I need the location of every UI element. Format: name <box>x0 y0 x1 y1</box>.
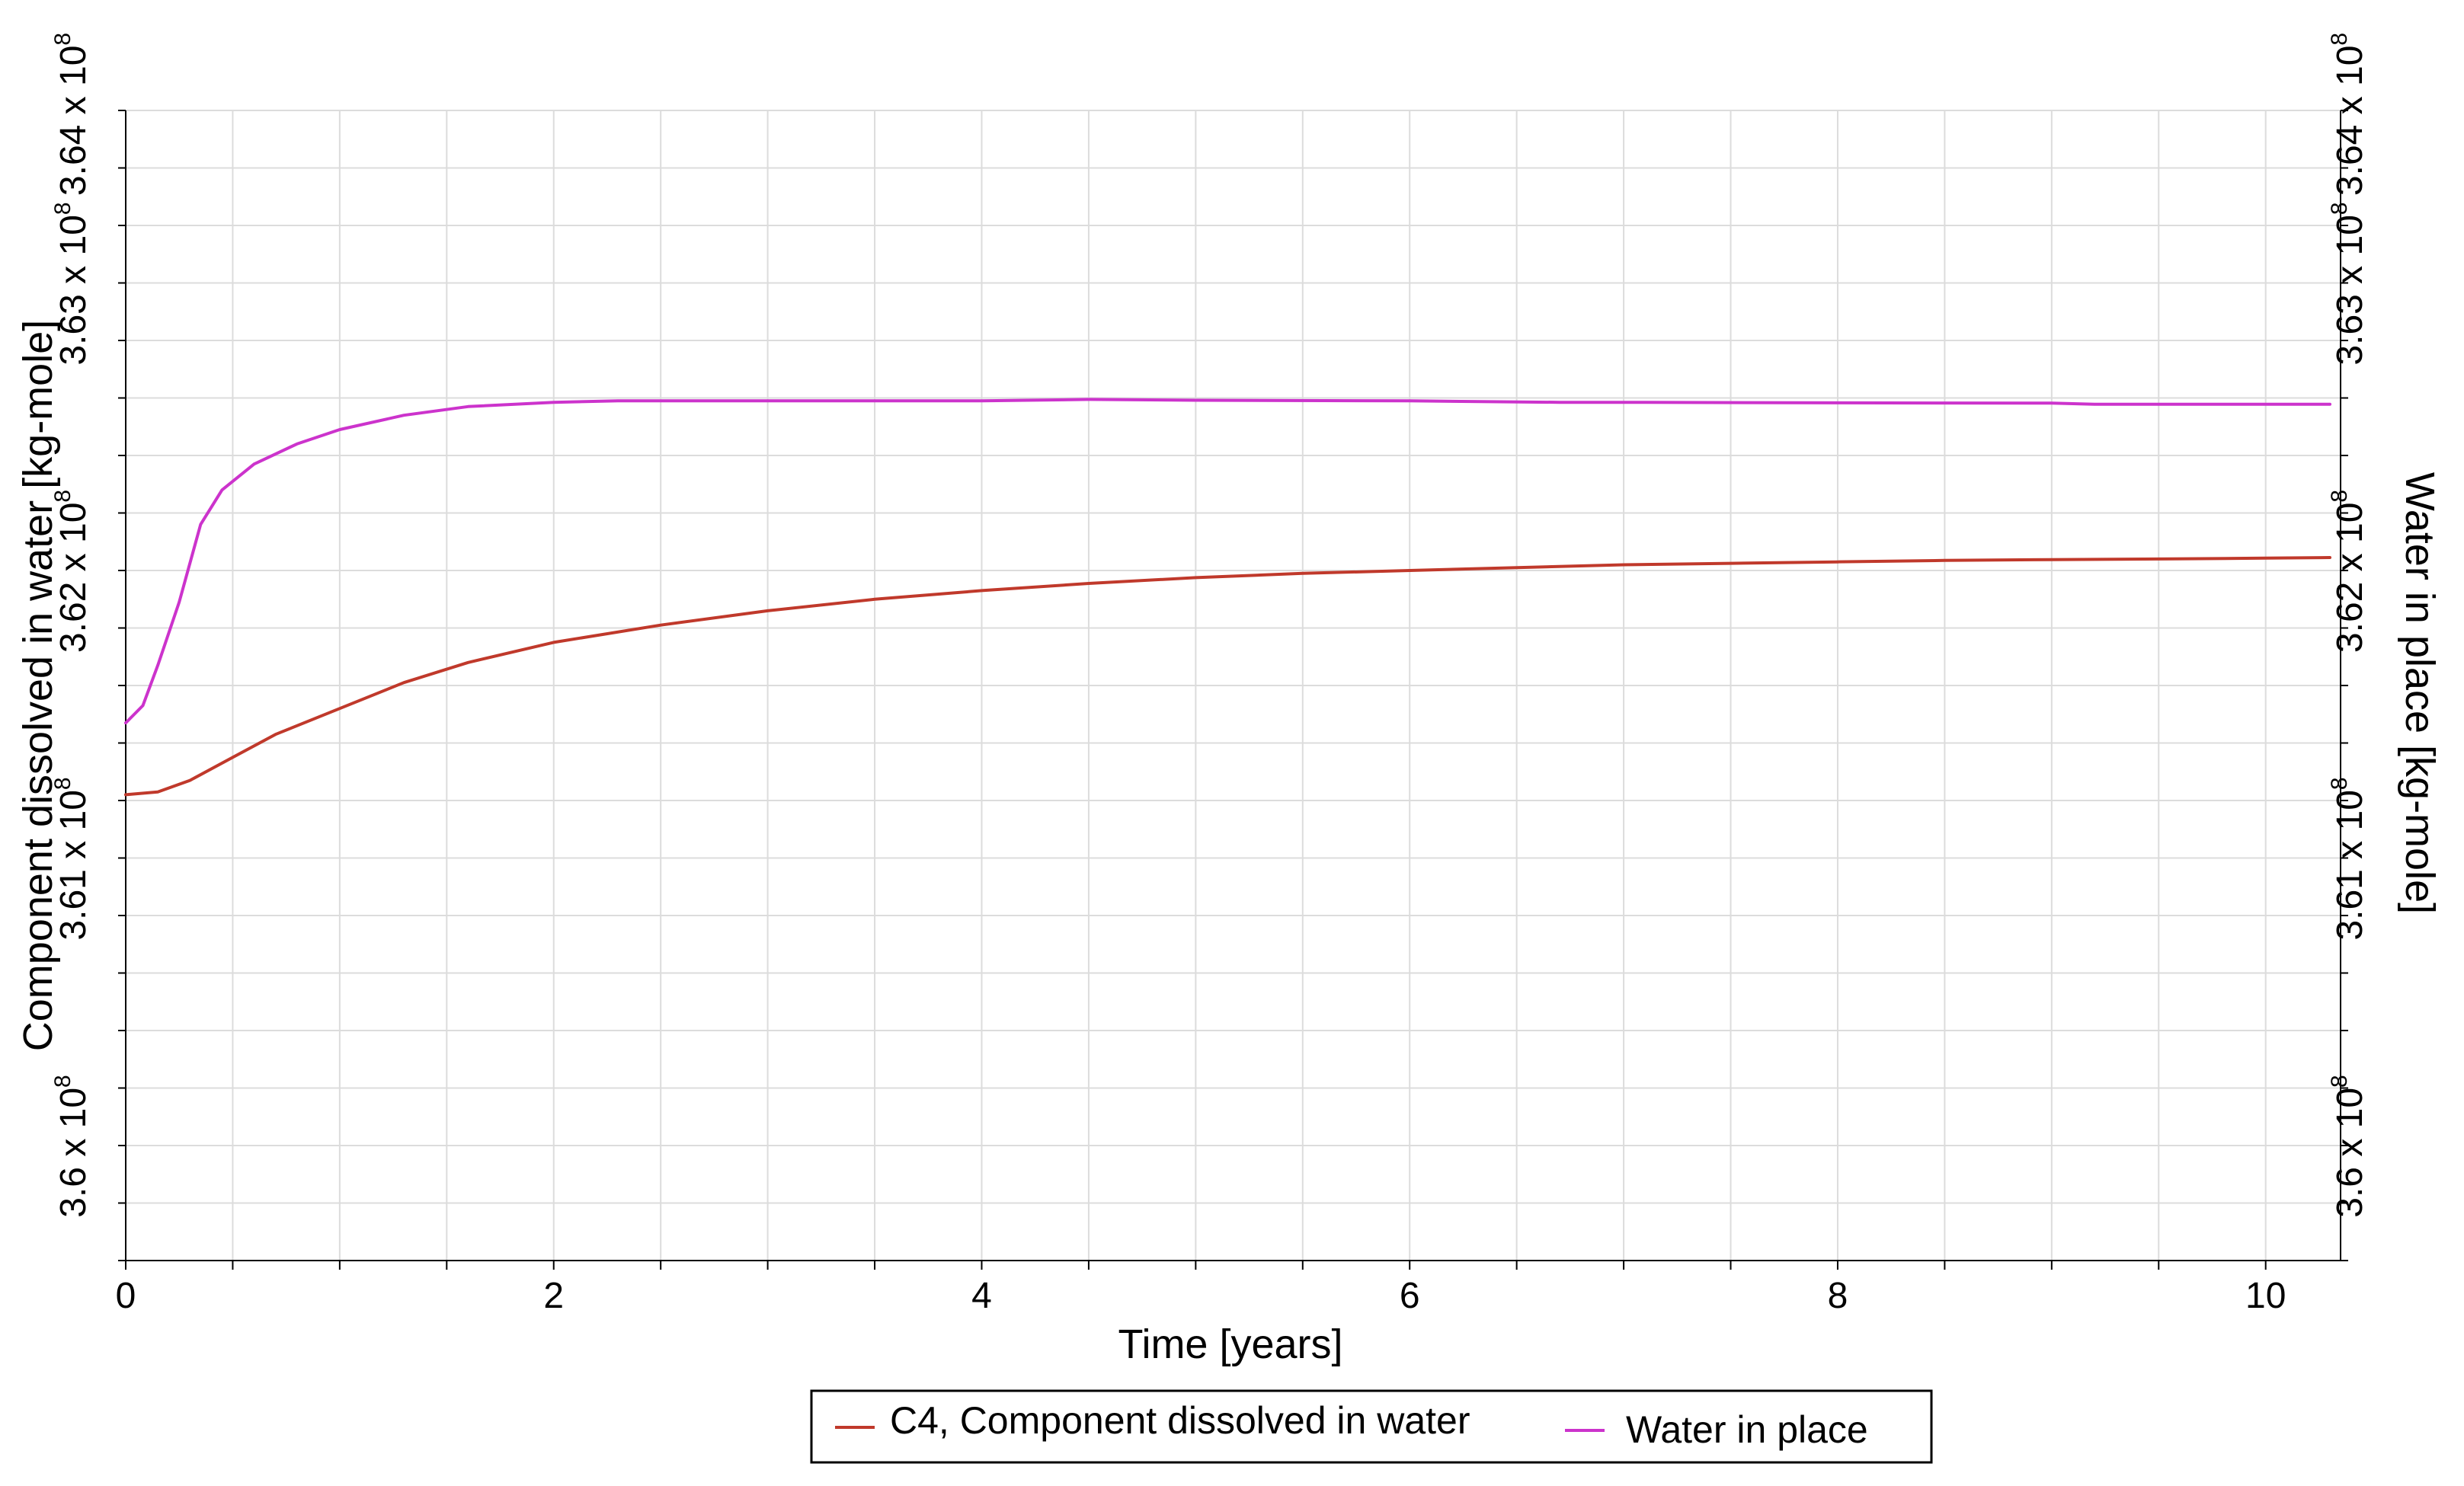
svg-text:3.62 x 108: 3.62 x 108 <box>2327 490 2370 653</box>
left-y-tick-label: 3.61 x 108 <box>50 777 94 940</box>
left-y-axis-tick-labels: 3.6 x 108 3.61 x 108 3.62 x 108 3.63 x 108 3… <box>50 33 94 1218</box>
left-y-tick-label: 3.6 x 108 <box>50 1075 94 1217</box>
grid-lines <box>125 110 2341 1261</box>
right-y-tick-label: 3.6 x 108 <box>2327 1075 2370 1217</box>
series-line-0 <box>124 556 2331 797</box>
x-axis-tick-labels: 0 2 4 6 8 10 <box>116 1276 2286 1316</box>
axes <box>118 110 2348 1270</box>
legend-label-c4-component: C4, Component dissolved in water <box>890 1399 1470 1442</box>
data-series <box>124 398 2331 797</box>
series-line-1 <box>124 398 2331 725</box>
right-y-tick-label: 3.64 x 108 <box>2327 33 2370 196</box>
legend-label-water-in-place: Water in place <box>1626 1408 1868 1451</box>
right-y-tick-label: 3.63 x 108 <box>2327 202 2370 365</box>
left-y-tick-label: 3.63 x 108 <box>50 202 94 365</box>
right-y-axis-title: Water in place [kg-mole] <box>2397 472 2443 914</box>
x-tick-label: 8 <box>1828 1276 1848 1316</box>
legend: C4, Component dissolved in water Water i… <box>810 1389 1933 1464</box>
left-y-axis-title: Component dissolved in water [kg-mole] <box>15 320 61 1051</box>
svg-text:3.62 x 108: 3.62 x 108 <box>50 490 94 653</box>
right-y-tick-label: 3.61 x 108 <box>2327 777 2370 940</box>
x-tick-label: 10 <box>2245 1276 2286 1316</box>
svg-text:3.6 x 108: 3.6 x 108 <box>50 1075 94 1217</box>
legend-box <box>810 1389 1933 1464</box>
svg-text:3.6 x 108: 3.6 x 108 <box>2327 1075 2370 1217</box>
right-y-tick-label: 3.62 x 108 <box>2327 490 2370 653</box>
svg-text:3.64 x 108: 3.64 x 108 <box>50 33 94 196</box>
x-tick-label: 0 <box>116 1276 136 1316</box>
svg-text:3.64 x 108: 3.64 x 108 <box>2327 33 2370 196</box>
x-tick-label: 6 <box>1400 1276 1420 1316</box>
svg-text:3.63 x 108: 3.63 x 108 <box>2327 202 2370 365</box>
svg-text:3.61 x 108: 3.61 x 108 <box>2327 777 2370 940</box>
x-tick-label: 4 <box>971 1276 992 1316</box>
left-y-tick-label: 3.64 x 108 <box>50 33 94 196</box>
svg-text:3.63 x 108: 3.63 x 108 <box>50 202 94 365</box>
svg-text:3.61 x 108: 3.61 x 108 <box>50 777 94 940</box>
right-y-axis-tick-labels: 3.6 x 108 3.61 x 108 3.62 x 108 3.63 x 108 3… <box>2327 33 2370 1218</box>
x-tick-label: 2 <box>543 1276 564 1316</box>
x-axis-title: Time [years] <box>1118 1321 1342 1367</box>
left-y-tick-label: 3.62 x 108 <box>50 490 94 653</box>
